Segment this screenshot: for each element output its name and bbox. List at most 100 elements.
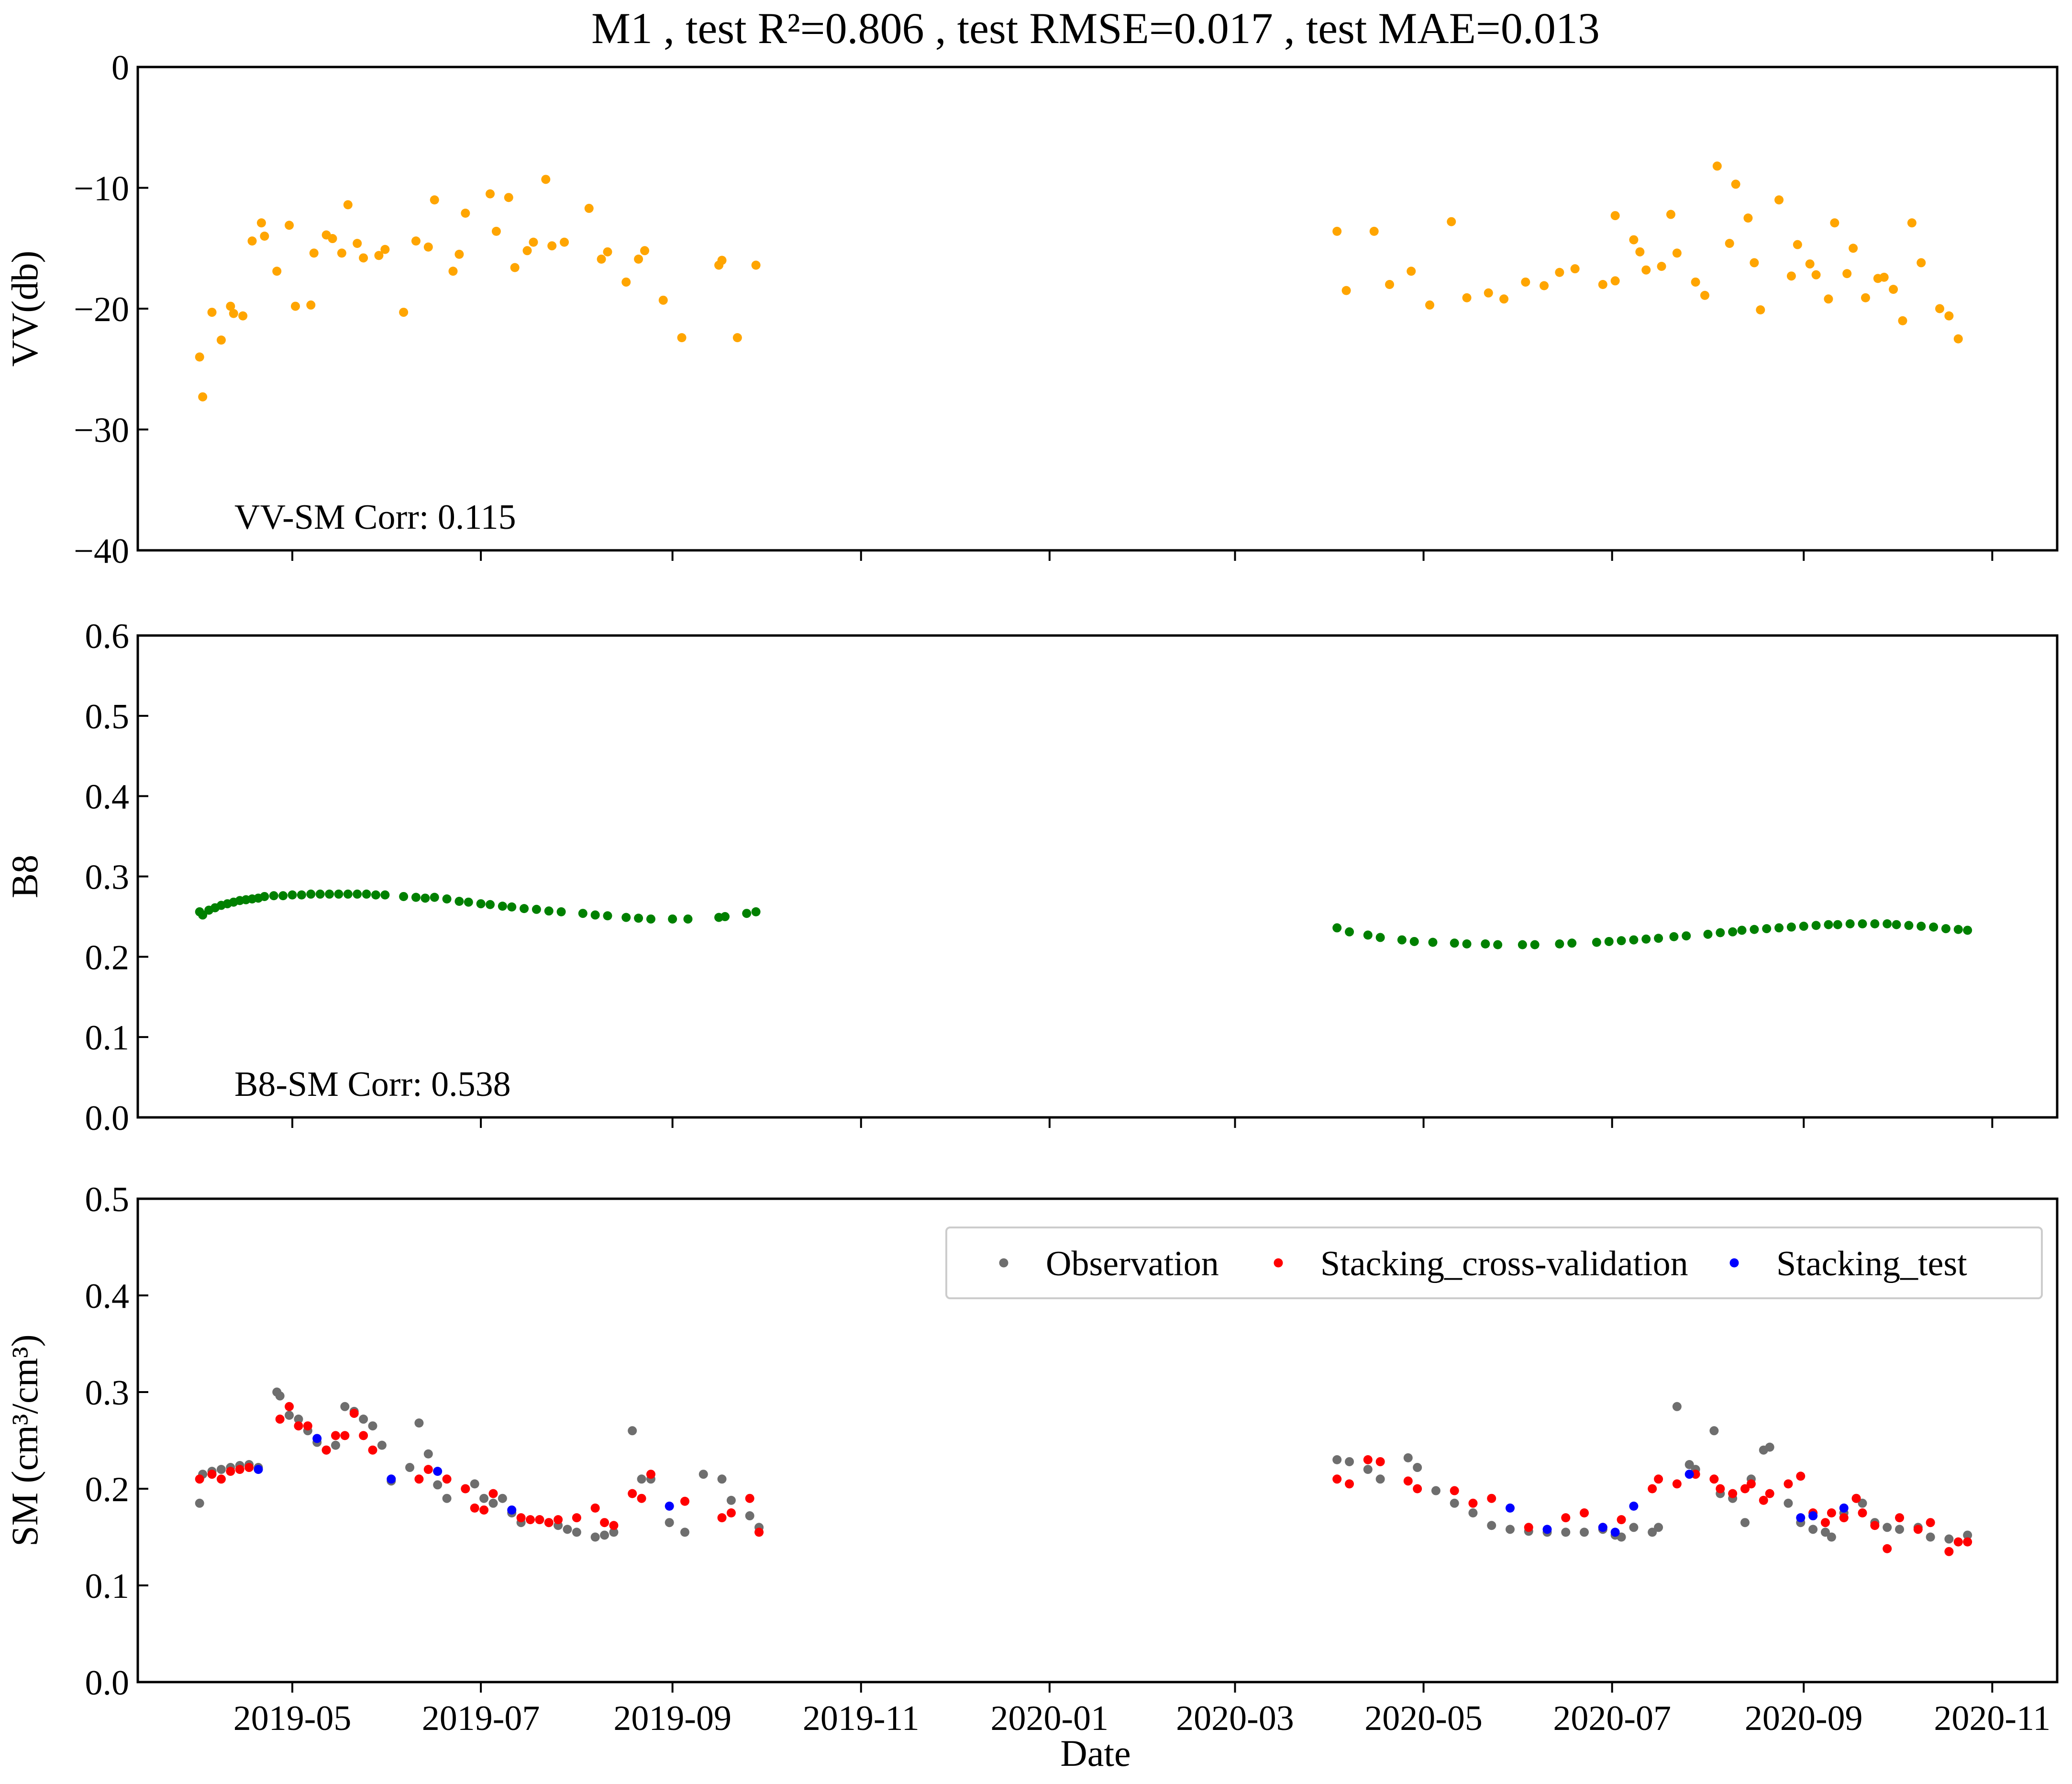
vv-point — [290, 301, 300, 311]
b8-y-tick-label: 0.1 — [85, 1018, 130, 1058]
vv-point — [423, 242, 433, 252]
sm-point — [525, 1515, 535, 1525]
sm-point — [244, 1463, 254, 1472]
sm-point — [195, 1474, 204, 1484]
sm-point — [359, 1431, 368, 1440]
sm-point — [414, 1474, 424, 1484]
sm-point — [1895, 1525, 1905, 1534]
vv-point — [1385, 280, 1395, 289]
sm-point — [1629, 1501, 1639, 1511]
sm-point — [1648, 1484, 1657, 1494]
vv-point — [1725, 239, 1734, 248]
x-tick-label: 2019-05 — [233, 1699, 352, 1738]
vv-point — [510, 263, 520, 272]
b8-point — [1728, 927, 1738, 937]
sm-point — [1709, 1426, 1719, 1436]
vv-point — [337, 248, 346, 258]
vv-point — [454, 249, 464, 259]
b8-point — [1811, 921, 1821, 930]
b8-point — [1917, 922, 1926, 931]
vv-point — [717, 256, 727, 265]
sm-point — [507, 1505, 517, 1515]
sm-point — [1505, 1525, 1515, 1534]
legend-marker — [999, 1258, 1008, 1268]
vv-point — [1484, 288, 1493, 298]
sm-point — [368, 1445, 377, 1455]
sm-point — [717, 1513, 727, 1523]
sm-point — [544, 1518, 554, 1528]
b8-point — [1883, 919, 1892, 929]
b8-point — [603, 911, 612, 921]
vv-point — [207, 308, 217, 317]
sm-point — [479, 1505, 489, 1515]
sm-point — [1827, 1508, 1836, 1517]
b8-point — [742, 909, 752, 918]
b8-point — [1409, 937, 1419, 946]
b8-point — [1941, 924, 1950, 934]
x-tick-label: 2020-05 — [1364, 1699, 1483, 1738]
vv-point — [1540, 281, 1549, 290]
b8-point — [1892, 920, 1901, 929]
b8-point — [288, 890, 297, 900]
sm-point — [275, 1391, 285, 1401]
sm-y-tick-label: 0.2 — [85, 1470, 130, 1509]
b8-point — [1592, 937, 1601, 947]
sm-point — [1883, 1523, 1892, 1532]
vv-point — [448, 267, 458, 276]
b8-point — [334, 889, 343, 899]
vv-point — [1811, 270, 1821, 279]
b8-point — [1617, 936, 1626, 946]
b8-point — [498, 902, 507, 911]
sm-point — [414, 1418, 424, 1428]
vv-point — [1610, 211, 1620, 221]
b8-point — [1654, 934, 1663, 943]
sm-point — [1403, 1476, 1413, 1486]
vv-point — [1700, 290, 1709, 300]
vv-y-tick-label: 0 — [111, 48, 129, 88]
sm-point — [1684, 1470, 1694, 1479]
panel-vv: 0 −10 −20 −30 −40 VV(db) VV-SM Corr: 0.115 — [4, 48, 2059, 571]
b8-point — [1762, 924, 1772, 934]
x-axis-label: Date — [1060, 1732, 1130, 1774]
sm-point — [572, 1513, 581, 1523]
legend-marker — [1729, 1258, 1739, 1268]
sm-point — [1332, 1455, 1342, 1464]
sm-point — [1759, 1495, 1768, 1505]
vv-point — [260, 232, 269, 241]
sm-point — [637, 1474, 646, 1484]
b8-point — [260, 892, 269, 901]
vv-point — [1774, 195, 1784, 205]
vv-point — [1610, 276, 1620, 286]
b8-point — [442, 894, 452, 903]
sm-y-tick-label: 0.4 — [85, 1277, 130, 1316]
vv-point — [1889, 285, 1898, 294]
sm-point — [1953, 1537, 1963, 1547]
b8-point — [1375, 933, 1385, 942]
sm-point — [1580, 1508, 1589, 1517]
vv-point — [529, 237, 538, 247]
panel-b8: 0.6 0.5 0.4 0.3 0.2 0.1 0.0 B8 B8-SM Corr: 0.538 — [4, 617, 2059, 1138]
sm-point — [563, 1525, 572, 1534]
b8-point — [646, 914, 655, 924]
sm-point — [1895, 1513, 1905, 1523]
vv-point — [247, 236, 257, 246]
vv-point — [272, 267, 282, 276]
sm-point — [1820, 1518, 1830, 1528]
vv-point — [1332, 226, 1342, 236]
sm-point — [1944, 1534, 1954, 1544]
x-tick-label: 2020-11 — [1934, 1699, 2050, 1738]
b8-point — [1929, 922, 1939, 932]
vv-point — [1570, 264, 1580, 274]
sm-point — [665, 1501, 674, 1511]
sm-point — [1375, 1457, 1385, 1466]
sm-point — [488, 1498, 498, 1508]
legend-label: Stacking_cross-validation — [1320, 1244, 1688, 1283]
vv-point — [430, 195, 439, 205]
sm-point — [423, 1449, 433, 1459]
b8-point — [1397, 935, 1407, 945]
b8-y-tick-label: 0.2 — [85, 938, 130, 977]
x-tick-label: 2020-09 — [1745, 1699, 1863, 1738]
sm-point — [646, 1470, 655, 1479]
vv-point — [1953, 334, 1963, 344]
vv-point — [399, 308, 409, 317]
